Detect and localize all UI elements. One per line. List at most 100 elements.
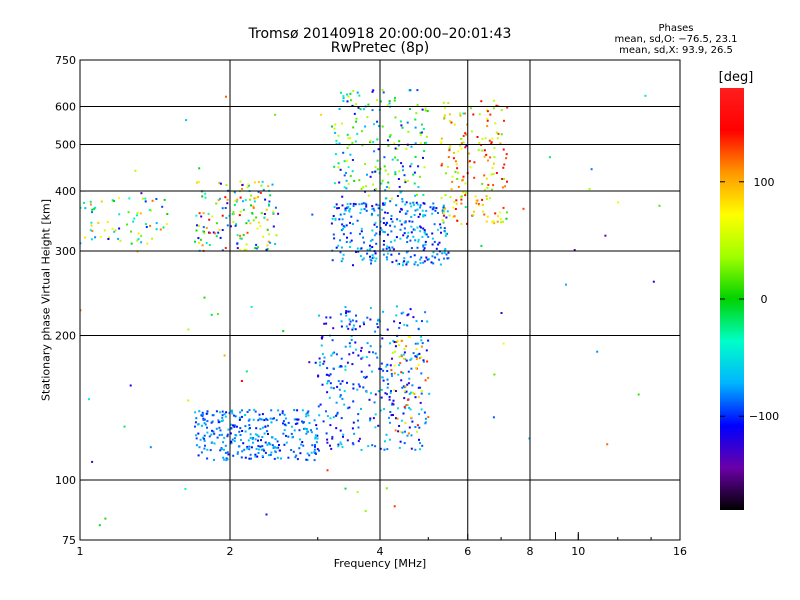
- data-point: [372, 89, 375, 92]
- data-point: [411, 391, 414, 394]
- data-point: [443, 214, 445, 217]
- data-point: [445, 232, 448, 235]
- data-point: [406, 121, 409, 124]
- data-point: [389, 134, 392, 136]
- data-point: [261, 413, 264, 416]
- data-point: [460, 147, 463, 150]
- data-point: [136, 239, 139, 242]
- data-point: [326, 438, 329, 441]
- data-point: [395, 341, 398, 343]
- data-point: [239, 411, 242, 414]
- data-point: [441, 162, 444, 165]
- data-point: [329, 316, 332, 319]
- data-point: [441, 210, 444, 213]
- data-point: [340, 260, 343, 263]
- data-point: [389, 200, 392, 203]
- data-point: [386, 378, 389, 381]
- data-point: [267, 442, 270, 445]
- data-point: [486, 215, 489, 218]
- data-point: [343, 186, 346, 189]
- x-tick-label: 2: [227, 545, 234, 558]
- data-point: [340, 320, 343, 323]
- data-point: [398, 326, 401, 329]
- data-point: [441, 219, 444, 222]
- data-point: [370, 262, 372, 265]
- data-point: [388, 102, 391, 105]
- data-point: [357, 426, 360, 429]
- data-point: [305, 428, 308, 430]
- data-point: [410, 145, 413, 148]
- data-point: [339, 91, 342, 94]
- data-point: [290, 449, 293, 451]
- data-point: [409, 165, 412, 168]
- data-point: [203, 439, 206, 442]
- data-point: [347, 182, 350, 185]
- data-point: [478, 141, 481, 144]
- data-point: [409, 408, 412, 411]
- y-tick-label: 600: [55, 101, 76, 114]
- data-point: [407, 130, 410, 133]
- data-point: [267, 185, 270, 188]
- data-point: [353, 432, 356, 435]
- data-point: [357, 250, 360, 253]
- data-point: [369, 175, 372, 178]
- data-point: [384, 197, 387, 200]
- data-point: [617, 201, 620, 204]
- data-point: [247, 183, 250, 186]
- data-point: [483, 149, 486, 152]
- data-point: [234, 224, 237, 227]
- data-point: [161, 205, 164, 208]
- data-point: [274, 451, 277, 454]
- data-point: [200, 215, 203, 218]
- data-point: [345, 311, 347, 314]
- data-point: [235, 425, 238, 428]
- data-point: [439, 263, 442, 266]
- data-point: [394, 171, 397, 174]
- data-point: [376, 120, 379, 123]
- data-point: [493, 156, 496, 159]
- data-point: [360, 357, 363, 360]
- data-point: [422, 249, 425, 252]
- data-point: [249, 433, 252, 436]
- data-point: [406, 383, 409, 386]
- data-point: [111, 199, 114, 202]
- data-point: [422, 128, 425, 130]
- data-point: [386, 386, 389, 389]
- data-point: [256, 455, 259, 458]
- data-point: [428, 258, 430, 261]
- data-point: [403, 232, 406, 235]
- data-point: [406, 324, 409, 327]
- data-point: [211, 441, 214, 444]
- data-point: [338, 181, 341, 184]
- data-point: [369, 345, 372, 348]
- data-point: [492, 220, 495, 223]
- data-point: [351, 170, 354, 173]
- data-point: [352, 443, 355, 446]
- data-point: [460, 142, 463, 145]
- data-point: [315, 453, 317, 455]
- data-point: [437, 212, 439, 214]
- data-point: [424, 243, 427, 246]
- data-point: [390, 390, 392, 392]
- data-point: [399, 210, 401, 213]
- data-point: [202, 212, 205, 215]
- data-point: [424, 233, 427, 236]
- data-point: [368, 398, 371, 401]
- data-point: [340, 246, 343, 249]
- data-point: [399, 219, 402, 222]
- data-point: [400, 419, 403, 422]
- scatter-points: [79, 89, 661, 527]
- data-point: [391, 158, 394, 161]
- data-point: [417, 363, 420, 366]
- data-point: [208, 231, 211, 234]
- data-point: [360, 448, 363, 451]
- data-point: [205, 412, 208, 415]
- data-point: [330, 222, 333, 225]
- data-point: [246, 445, 249, 448]
- data-point: [331, 217, 334, 220]
- data-point: [352, 126, 355, 129]
- data-point: [266, 430, 269, 433]
- data-point: [223, 354, 226, 357]
- data-point: [261, 426, 264, 429]
- data-point: [298, 429, 301, 432]
